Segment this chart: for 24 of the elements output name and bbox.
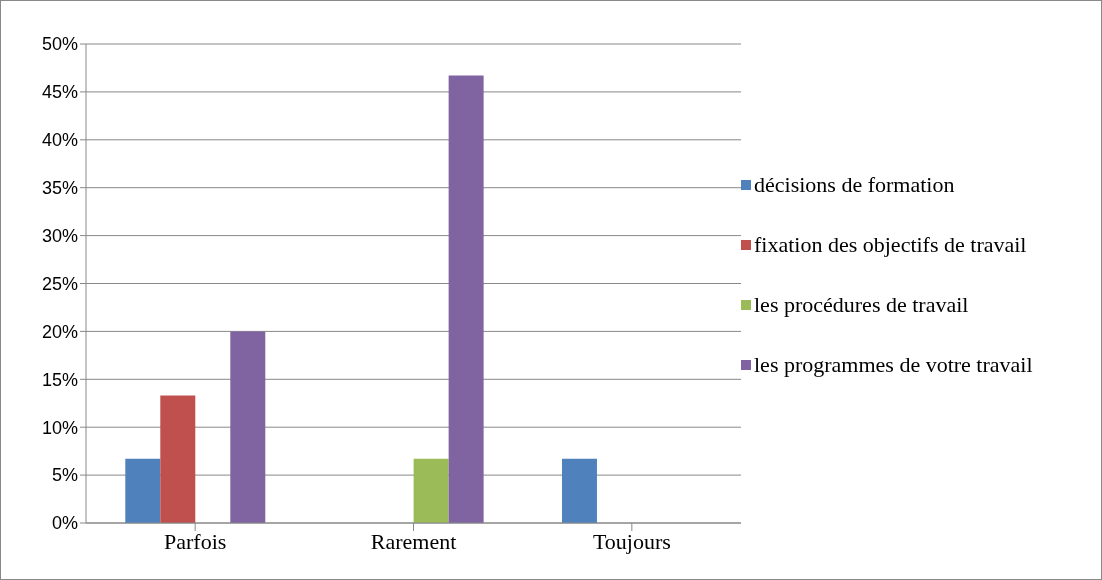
bar <box>160 395 196 523</box>
x-tick-label: Parfois <box>164 528 227 554</box>
legend-label: décisions de formation <box>754 171 955 199</box>
y-tick-label: 40% <box>41 130 78 151</box>
y-tick-label: 10% <box>41 417 78 438</box>
legend-label: fixation des objectifs de travail <box>754 231 1027 259</box>
y-tick-label: 45% <box>41 82 78 103</box>
x-tick-label: Rarement <box>370 528 457 554</box>
y-tick-label: 20% <box>41 321 78 342</box>
y-tick-label: 25% <box>41 273 78 294</box>
bar <box>125 458 161 523</box>
bar <box>448 75 484 523</box>
y-tick-label: 5% <box>51 465 78 486</box>
y-tick-label: 35% <box>41 178 78 199</box>
legend-label: les programmes de votre travail <box>754 351 1033 379</box>
y-tick-label: 30% <box>41 225 78 246</box>
y-tick-label: 15% <box>41 369 78 390</box>
y-tick-label: 0% <box>51 513 78 534</box>
y-tick-label: 50% <box>41 34 78 55</box>
bar <box>230 331 266 523</box>
x-tick-label: Toujours <box>592 528 671 554</box>
legend-label: les procédures de travail <box>754 291 969 319</box>
bar <box>413 458 449 523</box>
bar <box>561 458 597 523</box>
